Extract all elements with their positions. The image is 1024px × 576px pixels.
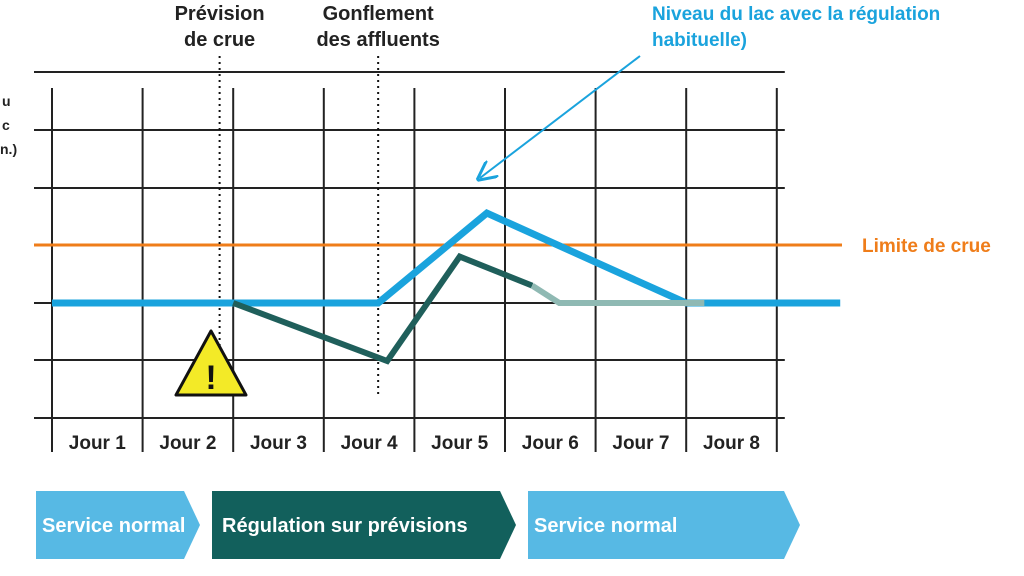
blue-series-label-line-1: Niveau du lac avec la régulation xyxy=(652,4,940,25)
x-tick-label: Jour 4 xyxy=(341,433,398,454)
x-tick-label: Jour 5 xyxy=(431,433,488,454)
series-line-2 xyxy=(232,252,534,365)
blue-series-label: Niveau du lac avec la régulation habitue… xyxy=(480,4,940,178)
x-tick-labels: Jour 1 Jour 2 Jour 3 Jour 4 Jour 5 Jour 6 Jour… xyxy=(69,433,760,454)
x-tick-label: Jour 1 xyxy=(69,433,126,454)
phase-label-1: Service normal xyxy=(42,515,185,537)
x-tick-label: Jour 2 xyxy=(159,433,216,454)
phase-label-2: Régulation sur prévisions xyxy=(222,515,468,537)
flood-limit-group: Limite de crue xyxy=(34,236,991,257)
series-group xyxy=(52,209,841,365)
phase-arrow-1 xyxy=(36,491,200,559)
series-line-1 xyxy=(52,209,841,307)
y-axis-label-fragment-3: n.) xyxy=(0,141,17,157)
event-label-2-line-2: des affluents xyxy=(316,29,439,51)
chart-grid xyxy=(34,71,785,452)
blue-series-arrow xyxy=(480,55,641,178)
x-tick-label: Jour 3 xyxy=(250,433,307,454)
phase-label-3: Service normal xyxy=(534,515,677,537)
y-axis-label-fragment-1: u xyxy=(2,93,11,109)
event-label-2-line-1: Gonflement xyxy=(323,3,434,25)
blue-series-label-line-2: habituelle) xyxy=(652,30,747,51)
event-label-1-line-1: Prévision xyxy=(175,3,265,25)
phase-arrow-3 xyxy=(528,491,800,559)
event-markers: Prévision de crue Gonflement des affluents xyxy=(175,3,440,395)
event-label-1-line-2: de crue xyxy=(184,29,255,51)
y-axis-label-fragment-2: c xyxy=(2,117,10,133)
x-tick-label: Jour 8 xyxy=(703,433,760,454)
x-tick-label: Jour 7 xyxy=(612,433,669,454)
flood-limit-label: Limite de crue xyxy=(862,236,991,257)
phase-bar: Service normal Régulation sur prévisions S… xyxy=(36,491,800,559)
phase-arrow-2 xyxy=(212,491,516,559)
x-tick-label: Jour 6 xyxy=(522,433,579,454)
warning-symbol: ! xyxy=(205,359,216,397)
series-line-3 xyxy=(530,283,705,306)
warning-icon: ! xyxy=(174,329,248,397)
